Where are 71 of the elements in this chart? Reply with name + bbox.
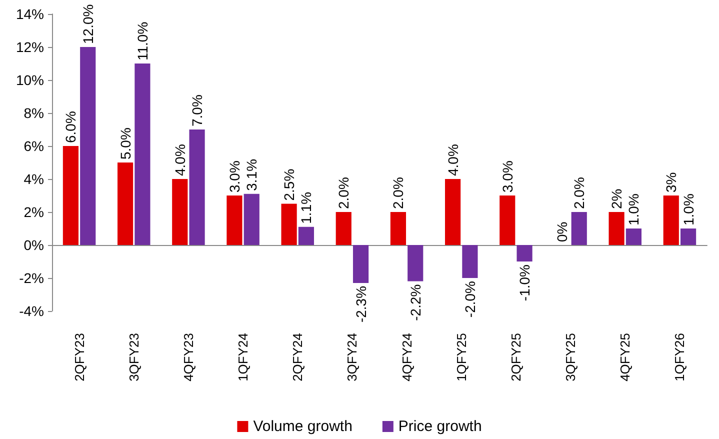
bar [62,146,79,245]
data-label: -2.0% [462,281,478,318]
bar [680,228,696,245]
y-tick-label: 8% [24,105,44,121]
bar [608,212,624,245]
bar [352,245,369,283]
x-tick-label: 3QFY25 [563,333,578,382]
bar [408,245,424,282]
bar [571,212,587,245]
bar [281,204,297,245]
x-tick-label: 3QFY23 [126,333,142,382]
y-tick-label: 6% [24,138,44,154]
y-tick-label: 14% [16,6,44,22]
data-label: -2.3% [352,286,369,323]
bar [80,47,96,245]
data-label: 11.0% [134,22,150,60]
y-tick-label: 4% [24,171,44,187]
x-tick-label: 1QFY24 [236,333,251,382]
data-label: 2.0% [336,177,352,209]
data-label: 1.0% [680,194,696,226]
data-label: 4.0% [172,144,188,176]
data-label: 3% [663,172,680,192]
y-tick-label: 0% [24,237,44,253]
x-tick-label: 4QFY25 [618,333,633,382]
bar [500,196,516,245]
bar [336,212,352,245]
data-label: 2% [608,188,625,209]
x-tick-label: 4QFY24 [399,333,414,382]
data-label: 7.0% [189,94,206,126]
bar [390,212,406,245]
data-label: 0% [554,222,570,242]
data-label: 5.0% [117,128,134,160]
bar [118,162,134,245]
data-label: 4.0% [444,144,461,176]
x-tick-label: 1QFY25 [454,333,469,382]
bar [445,179,461,245]
bar [663,196,679,245]
bar [226,196,242,245]
data-label: 1.1% [298,192,314,224]
x-tick-label: 4QFY23 [180,333,196,382]
legend-label: Price growth [398,418,482,435]
data-label: 3.0% [499,160,516,192]
y-tick-label: 12% [16,39,44,55]
bar [172,179,188,245]
bar [244,194,260,245]
x-tick-label: 2QFY25 [508,333,524,382]
data-label: 3.0% [226,160,242,192]
legend-label: Volume growth [253,418,352,435]
bar [462,245,478,278]
y-tick-label: 10% [16,72,44,88]
data-label: 12.0% [80,4,96,44]
bar [298,226,314,245]
x-tick-label: 1QFY26 [672,333,688,382]
bar [134,64,150,245]
y-tick-label: -2% [19,270,44,286]
data-label: -1.0% [516,264,533,302]
data-label: 2.5% [281,168,298,201]
x-tick-label: 3QFY24 [344,333,360,382]
bar [189,130,205,245]
data-label: 2.0% [390,177,406,209]
bar [516,245,532,262]
data-label: 1.0% [626,194,642,226]
data-label: 6.0% [62,111,79,143]
y-tick-label: -4% [19,303,44,319]
bar [626,228,642,245]
data-label: -2.2% [407,284,424,321]
y-tick-label: 2% [24,204,44,220]
data-label: 3.1% [244,158,260,191]
x-tick-label: 2QFY23 [72,333,87,382]
data-label: 2.0% [571,177,588,209]
x-tick-label: 2QFY24 [290,333,306,382]
